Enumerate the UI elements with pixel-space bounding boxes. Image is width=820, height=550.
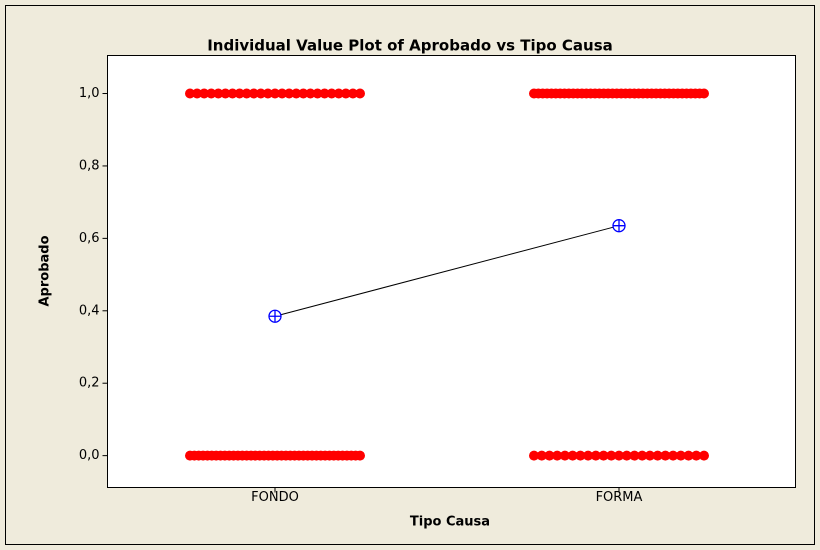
chart-title: Individual Value Plot of Aprobado vs Tip… (207, 37, 613, 55)
y-tick-label: 0,6 (79, 231, 100, 246)
data-point (590, 450, 601, 461)
data-point (668, 450, 679, 461)
data-point (355, 450, 365, 461)
data-point (552, 450, 563, 461)
data-point (606, 450, 617, 461)
data-point (277, 88, 288, 99)
data-point (270, 88, 280, 99)
plot-area (107, 55, 796, 488)
mean-cross (613, 219, 625, 232)
data-point (298, 88, 309, 99)
data-point (319, 88, 330, 99)
x-tick-label: FONDO (251, 490, 299, 505)
data-point (284, 88, 295, 99)
data-point (220, 88, 231, 99)
x-tick-label: FORMA (596, 490, 643, 505)
data-point (644, 450, 655, 461)
data-point (213, 88, 224, 99)
data-point (312, 88, 323, 99)
data-point (305, 88, 316, 99)
data-point (199, 88, 210, 99)
data-point (575, 450, 586, 461)
data-point (536, 450, 547, 461)
data-point (629, 450, 640, 461)
data-point (227, 88, 238, 99)
data-point (699, 450, 709, 461)
data-point (691, 450, 702, 461)
data-point (598, 450, 609, 461)
data-point (340, 88, 351, 99)
data-point (583, 450, 594, 461)
data-point (683, 450, 694, 461)
data-point (192, 88, 203, 99)
data-point (567, 450, 578, 461)
data-point (234, 88, 245, 99)
mean-line (274, 225, 620, 317)
data-point (614, 450, 624, 461)
data-point (185, 88, 195, 99)
data-point (529, 450, 539, 461)
data-point (255, 88, 266, 99)
data-point (675, 450, 686, 461)
y-tick-label: 1,0 (79, 86, 100, 101)
data-point (333, 88, 344, 99)
data-point (248, 88, 259, 99)
data-point (355, 88, 365, 99)
data-point (559, 450, 570, 461)
y-tick-label: 0,0 (79, 448, 100, 463)
data-point (699, 88, 709, 99)
data-point (291, 88, 302, 99)
data-point (660, 450, 671, 461)
y-tick-label: 0,8 (79, 158, 100, 173)
data-point (262, 88, 273, 99)
data-point (544, 450, 555, 461)
y-axis-label: Aprobado (38, 235, 53, 306)
data-point (347, 88, 358, 99)
data-point (241, 88, 252, 99)
data-point (206, 88, 217, 99)
mean-symbol (612, 219, 626, 233)
data-point (637, 450, 648, 461)
y-tick-label: 0,2 (79, 376, 100, 391)
data-point (326, 88, 337, 99)
data-point (621, 450, 632, 461)
data-point (652, 450, 663, 461)
mean-cross (269, 310, 281, 323)
y-tick-label: 0,4 (79, 303, 100, 318)
mean-symbol (268, 309, 282, 323)
x-axis-label: Tipo Causa (410, 515, 490, 530)
